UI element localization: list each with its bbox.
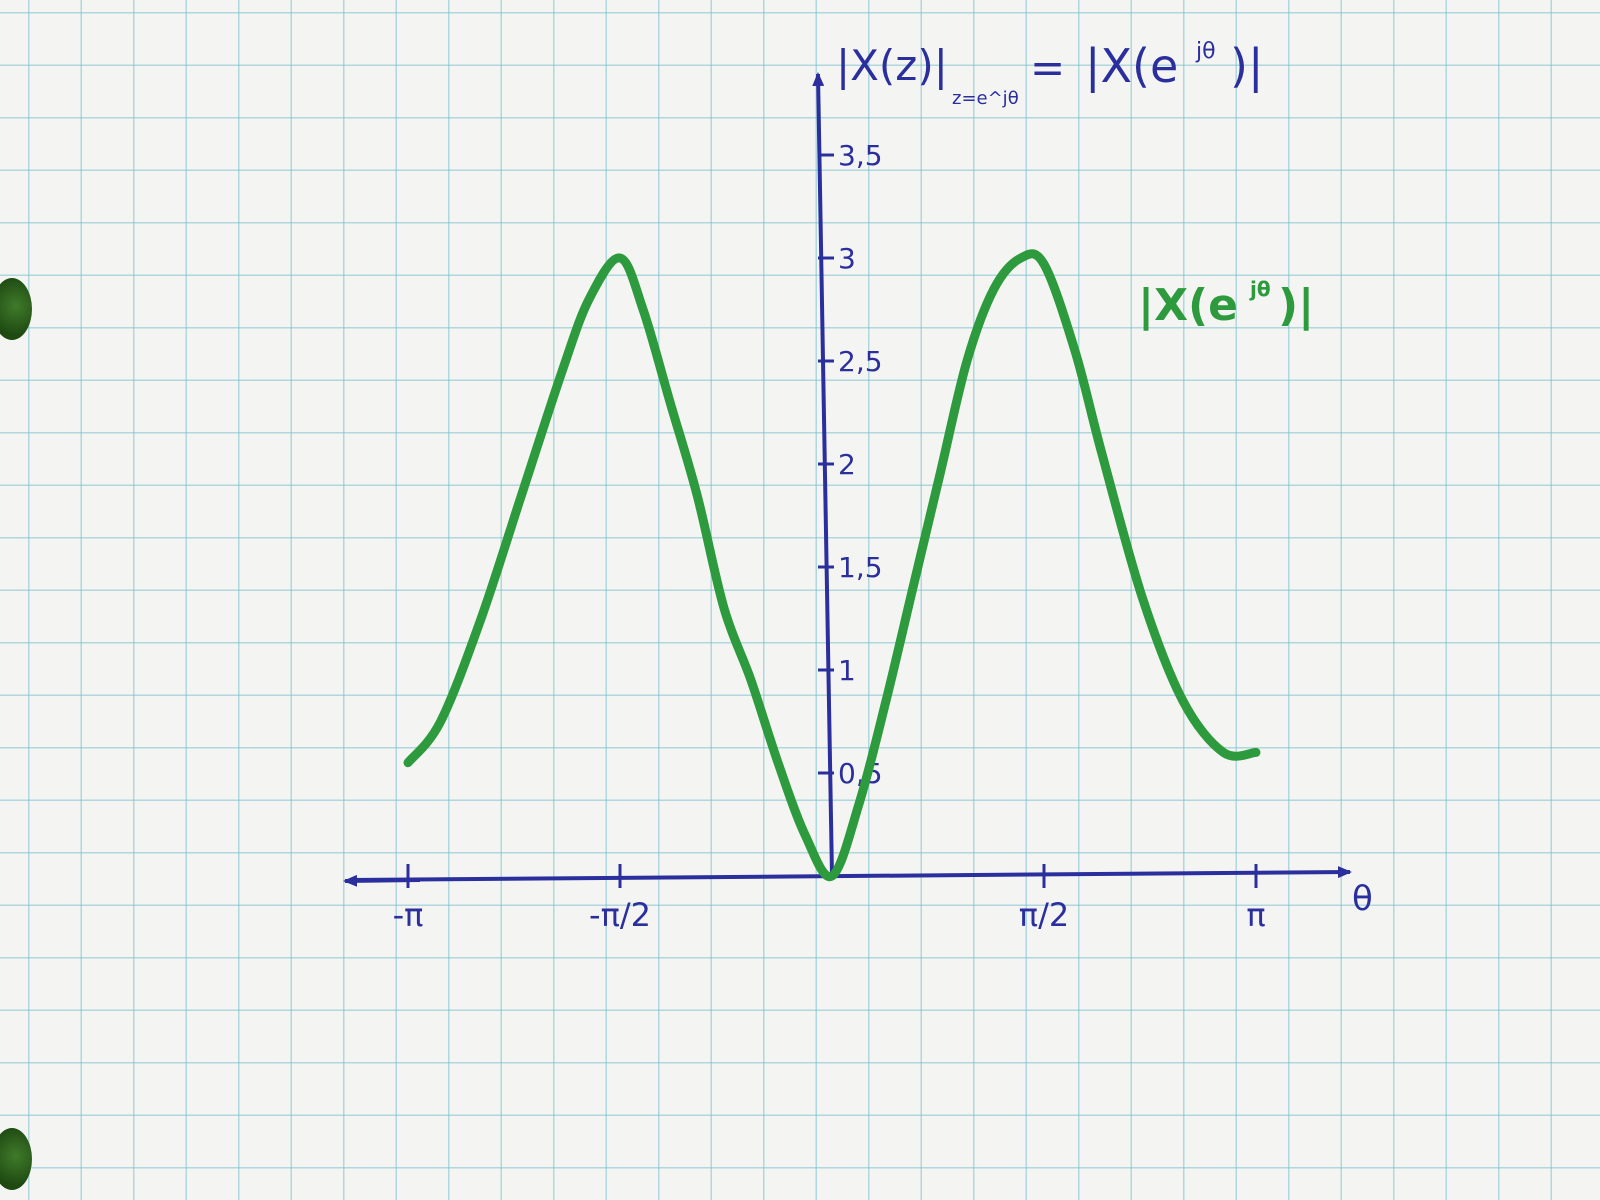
data-point	[804, 834, 806, 836]
binder-hole-bottom	[0, 1128, 32, 1190]
y-tick-label: 3,5	[838, 139, 883, 172]
data-point	[1141, 597, 1143, 599]
data-point	[669, 401, 671, 403]
x-tick-label: -π/2	[589, 896, 651, 934]
data-point	[1020, 257, 1022, 259]
data-point	[939, 473, 941, 475]
data-point	[993, 288, 995, 290]
data-point	[885, 700, 887, 702]
series-label-post: )|	[1278, 280, 1314, 331]
data-point	[1074, 350, 1076, 352]
x-tick-label: -π	[393, 896, 424, 934]
binder-hole-top	[0, 278, 32, 340]
data-point	[440, 721, 442, 722]
data-point	[1182, 700, 1184, 702]
series-label: |X(e jθ )|	[1138, 277, 1314, 331]
y-tick-label: 3	[838, 242, 856, 275]
y-tick-label: 1,5	[838, 551, 883, 584]
data-point	[1222, 751, 1224, 753]
data-point	[642, 309, 644, 310]
title-rhs-post: )|	[1230, 39, 1263, 94]
series-points	[407, 257, 1257, 877]
chart-title: |X(z)| z=e^jθ = |X(e jθ )|	[836, 39, 1263, 109]
title-eq: =	[1030, 43, 1065, 92]
title-rhs-pre: |X(e	[1085, 39, 1178, 94]
data-point	[1255, 751, 1257, 753]
data-point	[966, 360, 968, 362]
data-point	[1043, 263, 1045, 265]
title-rhs-sup: jθ	[1195, 39, 1216, 64]
data-point	[912, 587, 914, 589]
data-point	[619, 257, 621, 259]
y-tick-label: 1	[838, 654, 856, 687]
series-label-sup: jθ	[1249, 277, 1271, 301]
x-axis-label: θ	[1352, 879, 1373, 919]
data-point	[858, 803, 860, 805]
data-point	[750, 679, 752, 681]
data-point	[521, 494, 523, 496]
data-point	[696, 494, 698, 496]
series-line	[403, 249, 1261, 881]
data-point	[480, 618, 482, 619]
data-point	[407, 762, 409, 764]
x-tick-label: π/2	[1019, 896, 1069, 934]
y-axis	[812, 72, 834, 877]
data-point	[777, 762, 779, 764]
y-tick-label: 2,5	[838, 345, 883, 378]
title-lhs: |X(z)|	[836, 41, 948, 90]
data-point	[723, 607, 725, 609]
data-point	[588, 298, 590, 300]
x-tick-label: π	[1246, 896, 1265, 934]
data-point	[561, 370, 563, 372]
series-label-pre: |X(e	[1138, 280, 1238, 331]
y-tick-label: 2	[838, 448, 856, 481]
data-point	[831, 875, 833, 877]
x-axis	[349, 866, 1352, 882]
title-subscript: z=e^jθ	[952, 88, 1019, 109]
data-point	[1101, 453, 1103, 455]
